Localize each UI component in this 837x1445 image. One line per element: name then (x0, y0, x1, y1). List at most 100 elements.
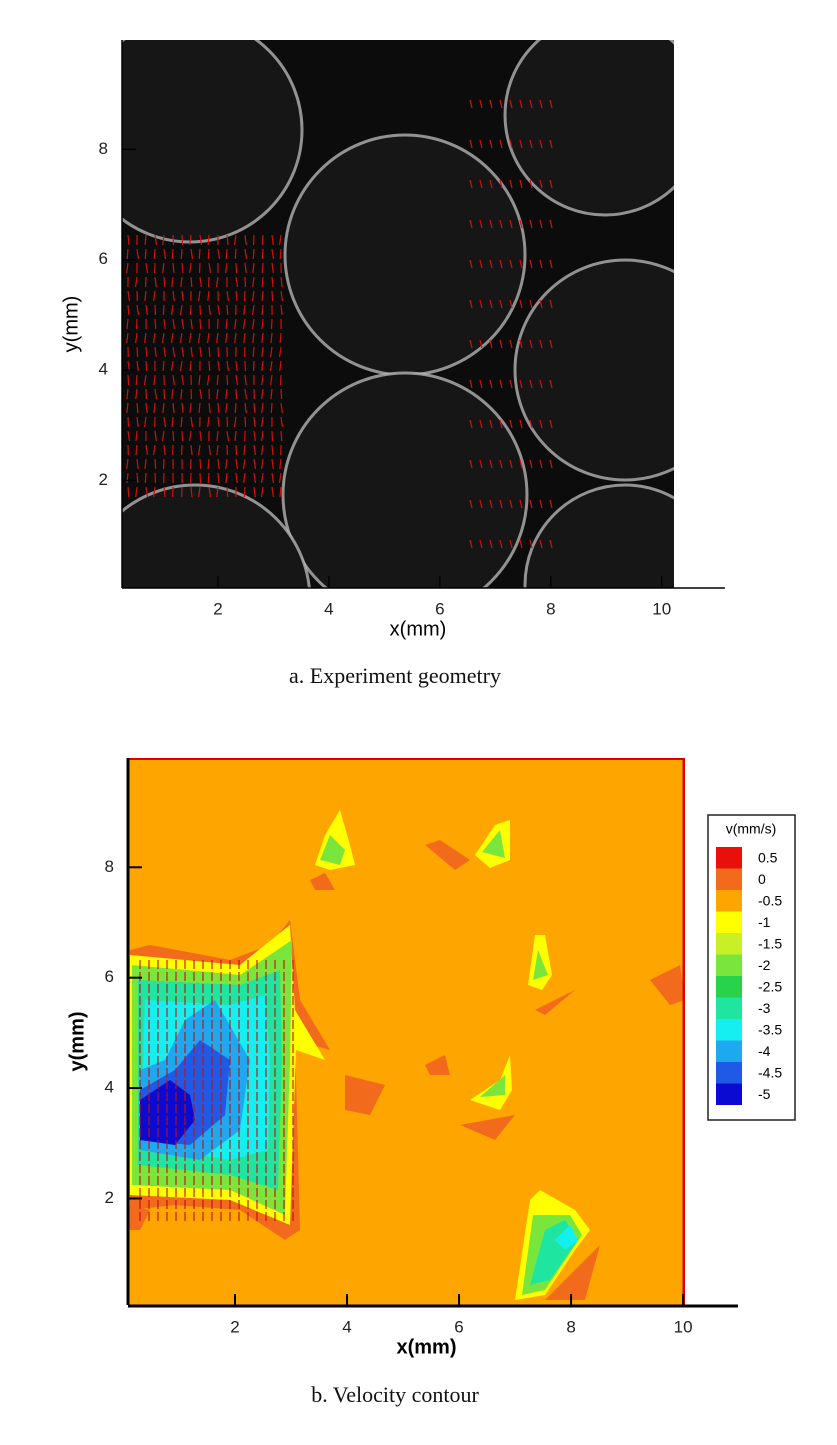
vector (227, 487, 228, 497)
colorbar-swatch (716, 955, 742, 977)
colorbar-label: -4 (758, 1043, 771, 1059)
vector (271, 319, 272, 329)
vector (128, 375, 129, 385)
vector (172, 249, 173, 259)
x-tick-label: 6 (454, 1317, 463, 1336)
vector (182, 431, 183, 441)
colorbar-swatch (716, 1041, 742, 1063)
vector (172, 417, 173, 427)
x-axis-label: x(mm) (390, 618, 447, 640)
vector (227, 305, 228, 315)
vector (281, 389, 282, 399)
y-tick-label: 8 (99, 139, 108, 158)
x-tick-label: 8 (566, 1317, 575, 1336)
colorbar-label: -4.5 (758, 1065, 782, 1081)
vector (164, 277, 165, 287)
vector (146, 361, 147, 371)
vector (218, 347, 219, 357)
vector (200, 473, 201, 483)
x-tick-label: 10 (674, 1317, 693, 1336)
colorbar-label: -1.5 (758, 936, 782, 952)
vector (155, 459, 156, 469)
vector (128, 417, 129, 427)
colorbar-label: 0.5 (758, 850, 778, 866)
vector (128, 305, 129, 315)
vector (235, 249, 236, 259)
y-tick-label: 8 (105, 857, 114, 876)
colorbar-label: -3 (758, 1000, 771, 1016)
vector (262, 263, 263, 273)
colorbar-title: v(mm/s) (726, 821, 777, 837)
vector (190, 305, 191, 315)
colorbar-swatch (716, 1062, 742, 1084)
vector (217, 375, 218, 385)
vector (145, 473, 146, 483)
vector (127, 249, 128, 259)
vector (200, 459, 201, 469)
vector (136, 375, 137, 385)
y-tick-label: 4 (105, 1078, 114, 1097)
vector (245, 417, 246, 427)
vector (271, 403, 272, 413)
vector (137, 347, 138, 357)
vector (181, 249, 182, 259)
vector (227, 375, 228, 385)
vector (182, 235, 183, 245)
vector (173, 235, 174, 245)
caption: b. Velocity contour (311, 1382, 479, 1407)
vector (199, 249, 200, 259)
vector (155, 319, 156, 329)
colorbar-label: -3.5 (758, 1022, 782, 1038)
x-tick-label: 8 (546, 599, 555, 618)
vector (145, 249, 146, 259)
vector (181, 417, 182, 427)
x-tick-label: 4 (342, 1317, 351, 1336)
vector (262, 277, 263, 287)
colorbar-label: -2 (758, 957, 771, 973)
vector (244, 487, 245, 497)
vector (253, 249, 254, 259)
vector (236, 263, 237, 273)
x-tick-label: 10 (652, 599, 671, 618)
vector (173, 431, 174, 441)
colorbar-swatch (716, 890, 742, 912)
vector (280, 249, 281, 259)
colorbar-swatch (716, 1019, 742, 1041)
vector (209, 361, 210, 371)
vector (272, 291, 273, 301)
colorbar-swatch (716, 869, 742, 891)
vector (254, 403, 255, 413)
y-tick-label: 6 (99, 249, 108, 268)
x-tick-label: 4 (324, 599, 333, 618)
vector (226, 249, 227, 259)
vector (191, 277, 192, 287)
vector (236, 389, 237, 399)
y-axis-label: y(mm) (66, 1011, 88, 1071)
vector (155, 473, 156, 483)
colorbar-swatch (716, 912, 742, 934)
colorbar-label: 0 (758, 871, 766, 887)
vector (262, 235, 263, 245)
colorbar-swatch (716, 998, 742, 1020)
y-tick-label: 4 (99, 359, 108, 378)
x-tick-label: 2 (213, 599, 222, 618)
colorbar-label: -5 (758, 1086, 771, 1102)
caption: a. Experiment geometry (289, 663, 501, 688)
colorbar-swatch (716, 847, 742, 869)
y-tick-label: 6 (105, 967, 114, 986)
colorbar-swatch (716, 976, 742, 998)
contour-field (128, 758, 685, 1305)
vector (235, 403, 236, 413)
vector (244, 347, 245, 357)
vector (281, 431, 282, 441)
vector (163, 305, 164, 315)
y-axis-label: y(mm) (60, 296, 82, 353)
x-tick-label: 6 (435, 599, 444, 618)
vector (128, 487, 129, 497)
x-tick-label: 2 (230, 1317, 239, 1336)
colorbar-label: -2.5 (758, 979, 782, 995)
colorbar-label: -0.5 (758, 893, 782, 909)
y-tick-label: 2 (105, 1188, 114, 1207)
colorbar-swatch (716, 933, 742, 955)
